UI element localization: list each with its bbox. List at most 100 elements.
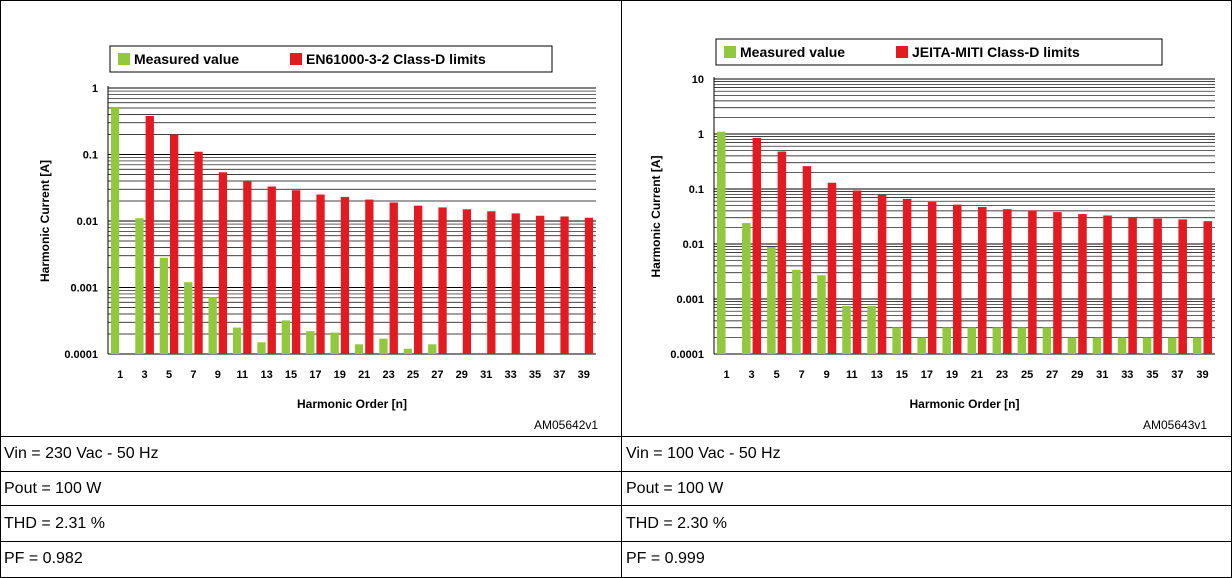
x-tick-label: 17 xyxy=(309,369,321,381)
center-divider xyxy=(621,0,622,578)
limit-bar xyxy=(1028,210,1037,354)
param-divider-1 xyxy=(0,471,1232,472)
measured-bar xyxy=(330,332,339,354)
measured-bar xyxy=(1067,337,1077,354)
x-tick-label: 27 xyxy=(431,369,443,381)
x-tick-label: 1 xyxy=(117,369,123,381)
limit-bar xyxy=(584,217,594,354)
measured-bar xyxy=(892,327,901,354)
limit-bar xyxy=(536,215,545,354)
legend-box xyxy=(109,45,553,73)
x-tick-label: 31 xyxy=(1096,369,1108,381)
x-tick-label: 39 xyxy=(578,369,590,381)
param-vin-left: Vin = 230 Vac - 50 Hz xyxy=(4,445,159,462)
x-tick-label: 7 xyxy=(799,369,805,381)
limit-bar xyxy=(340,196,350,354)
x-tick-label: 35 xyxy=(529,369,541,381)
x-tick-label: 19 xyxy=(946,369,958,381)
x-tick-label: 27 xyxy=(1046,369,1058,381)
x-tick-label: 13 xyxy=(260,369,272,381)
measured-bar xyxy=(867,305,876,354)
y-tick-label: 0.0001 xyxy=(64,349,98,361)
limit-bar xyxy=(1128,216,1137,354)
x-tick-label: 9 xyxy=(215,369,221,381)
x-axis-title: Harmonic Order [n] xyxy=(297,397,407,411)
measured-bar xyxy=(306,331,315,354)
x-tick-label: 3 xyxy=(749,369,755,381)
limit-bar xyxy=(389,202,398,354)
x-tick-label: 21 xyxy=(971,369,983,381)
x-tick-label: 3 xyxy=(142,369,148,381)
limit-bar xyxy=(292,190,301,354)
param-pout-right: Pout = 100 W xyxy=(626,480,724,497)
param-thd-right: THD = 2.30 % xyxy=(626,515,727,532)
x-tick-label: 1 xyxy=(723,369,729,381)
x-tick-label: 9 xyxy=(824,369,830,381)
limit-bar xyxy=(243,180,252,354)
y-axis-title: Harmonic Current [A] xyxy=(649,155,663,277)
measured-bar xyxy=(1192,337,1202,354)
legend-label: Measured value xyxy=(134,51,239,67)
x-tick-label: 5 xyxy=(166,369,172,381)
limit-bar xyxy=(511,213,520,354)
x-tick-label: 11 xyxy=(236,369,248,381)
y-tick-label: 0.001 xyxy=(70,283,98,295)
x-axis-title: Harmonic Order [n] xyxy=(909,397,1019,411)
x-tick-label: 31 xyxy=(480,369,492,381)
measured-bar xyxy=(1017,327,1027,354)
limit-bar xyxy=(1203,221,1212,354)
param-pf-right: PF = 0.999 xyxy=(626,550,705,567)
x-tick-label: 21 xyxy=(358,369,370,381)
legend-label: JEITA-MITI Class-D limits xyxy=(912,44,1080,60)
y-tick-label: 10 xyxy=(692,74,704,86)
y-tick-label: 0.1 xyxy=(83,150,98,162)
measured-bar xyxy=(767,247,776,354)
x-tick-label: 19 xyxy=(334,369,346,381)
param-divider-3 xyxy=(0,541,1232,542)
limit-bar xyxy=(560,216,569,354)
measured-bar xyxy=(1042,327,1052,354)
limit-bar xyxy=(1078,214,1087,354)
limit-bar xyxy=(802,166,812,354)
measured-bar xyxy=(917,337,926,354)
measured-bar xyxy=(1142,337,1152,354)
y-tick-label: 1 xyxy=(92,83,98,95)
measured-bar xyxy=(184,282,193,354)
limit-bar xyxy=(1053,212,1062,354)
x-tick-label: 39 xyxy=(1196,369,1208,381)
figure-code-left: AM05642v1 xyxy=(534,418,599,432)
measured-bar xyxy=(257,342,266,354)
limit-bar xyxy=(194,151,203,354)
limit-bar xyxy=(365,199,374,354)
measured-bar xyxy=(742,223,751,354)
param-pout-left: Pout = 100 W xyxy=(4,480,102,497)
y-tick-label: 0.001 xyxy=(676,294,704,306)
limit-bar xyxy=(316,194,325,354)
y-tick-label: 0.01 xyxy=(683,239,704,251)
y-tick-label: 0.01 xyxy=(77,216,98,228)
legend-swatch-measured xyxy=(118,53,130,65)
limit-bar xyxy=(752,137,762,354)
limit-bar xyxy=(170,134,179,354)
x-tick-label: 25 xyxy=(1021,369,1033,381)
limit-bar xyxy=(462,209,472,354)
limit-bar xyxy=(1103,215,1112,354)
top-border xyxy=(0,0,1232,1)
x-tick-label: 33 xyxy=(1121,369,1133,381)
y-tick-label: 0.0001 xyxy=(670,349,704,361)
y-axis-title: Harmonic Current [A] xyxy=(38,160,52,282)
measured-bar xyxy=(967,327,977,354)
chart-bottom-divider xyxy=(0,436,1232,437)
measured-bar xyxy=(792,269,801,354)
measured-bar xyxy=(842,305,851,354)
legend-swatch-limit xyxy=(896,46,908,58)
y-tick-label: 0.1 xyxy=(689,184,704,196)
limit-bar xyxy=(952,204,962,354)
limit-bar xyxy=(267,186,276,354)
x-tick-label: 7 xyxy=(190,369,196,381)
measured-bar xyxy=(1117,337,1127,354)
limit-bar xyxy=(1178,219,1187,354)
